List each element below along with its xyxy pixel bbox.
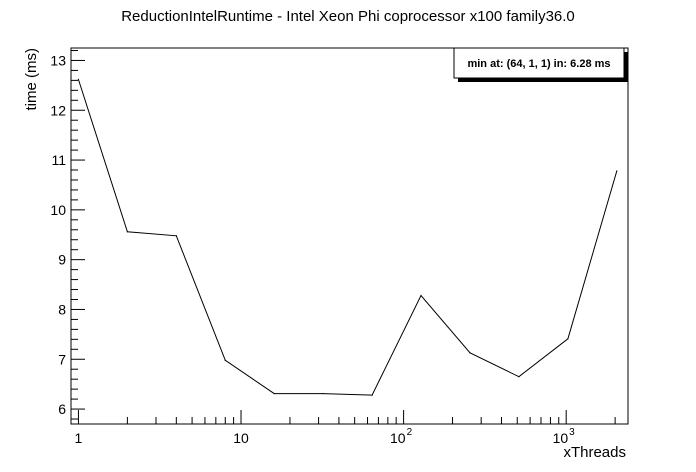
annotation-background <box>453 47 625 79</box>
series-line <box>77 79 618 396</box>
y-tick-label: 7 <box>58 351 66 367</box>
plot-frame <box>70 47 629 425</box>
series-points <box>77 78 618 396</box>
min-annotation-text: min at: (64, 1, 1) in: 6.28 ms <box>467 58 610 70</box>
min-annotation-box: min at: (64, 1, 1) in: 6.28 ms <box>453 47 628 82</box>
data-point <box>567 338 569 340</box>
data-point <box>273 393 275 395</box>
x-tick-exponent: 3 <box>569 427 575 438</box>
x-tick-label: 10 <box>233 430 249 446</box>
data-point <box>77 78 80 80</box>
data-point <box>322 393 324 395</box>
x-tick-label: 1 <box>75 430 83 446</box>
data-point <box>616 170 618 172</box>
data-point <box>175 235 177 237</box>
data-point <box>371 394 373 396</box>
y-axis: 6 7 8 9 10 11 12 13 <box>50 49 85 420</box>
x-axis: 1 10 10 2 10 3 <box>75 410 616 446</box>
data-point <box>518 376 520 378</box>
y-tick-label: 9 <box>58 252 66 268</box>
x-tick-base: 10 <box>390 430 406 446</box>
x-tick-base: 10 <box>553 430 569 446</box>
data-point <box>224 359 226 361</box>
chart-title: ReductionIntelRuntime - Intel Xeon Phi c… <box>121 8 575 25</box>
y-tick-label: 6 <box>58 401 66 417</box>
x-tick-label: 10 2 <box>390 427 413 446</box>
data-point <box>420 294 422 297</box>
y-tick-label: 12 <box>50 102 66 118</box>
y-axis-title: time (ms) <box>23 48 40 111</box>
y-tick-label: 13 <box>50 52 66 68</box>
y-tick-label: 8 <box>58 301 66 317</box>
y-tick-label: 10 <box>50 202 66 218</box>
data-point <box>469 352 471 354</box>
data-point <box>126 231 128 233</box>
x-tick-label: 10 3 <box>553 427 576 446</box>
x-axis-title: xThreads <box>563 444 626 461</box>
x-tick-exponent: 2 <box>407 427 413 438</box>
y-tick-label: 11 <box>51 152 66 168</box>
